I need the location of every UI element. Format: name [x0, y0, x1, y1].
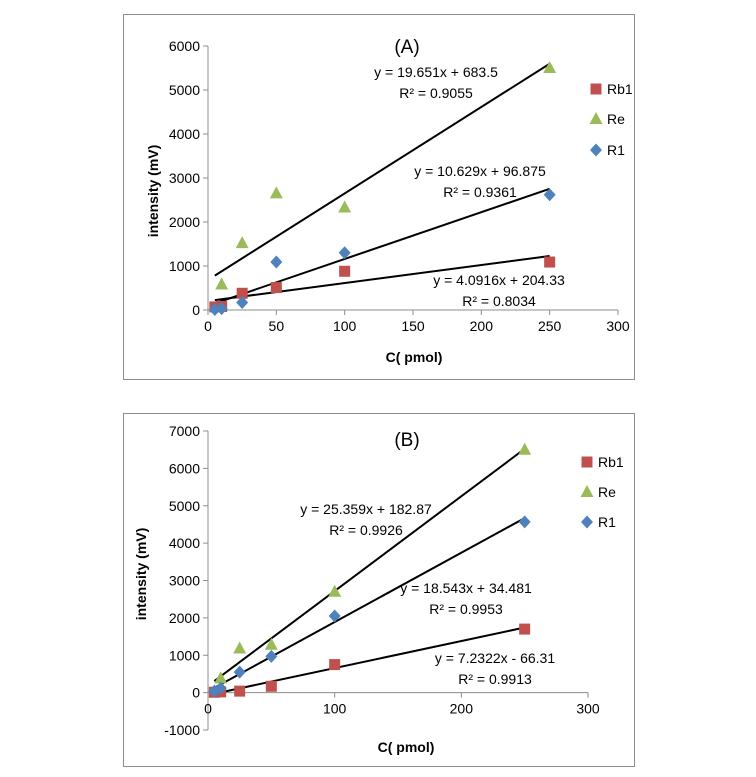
chart-b-point-re — [518, 442, 532, 455]
chart-a-x-tick-label: 0 — [204, 318, 212, 334]
chart-a-point-r1 — [208, 303, 221, 317]
chart-a-fit-line-rb1 — [214, 255, 550, 302]
chart-a-x-axis-title: C( pmol) — [386, 349, 443, 365]
chart-b-rb1-equation: y = 7.2322x - 66.31 — [435, 650, 555, 666]
chart-a-legend-marker-r1 — [590, 143, 602, 157]
chart-a-fit-line-r1 — [214, 187, 550, 305]
chart-a-point-re — [215, 277, 229, 290]
chart-b-point-re — [264, 637, 278, 650]
chart-b-legend-marker-rb1 — [581, 456, 593, 468]
chart-b-y-tick-label: 3000 — [169, 573, 200, 589]
chart-a-point-rb1 — [236, 287, 248, 299]
chart-b-point-rb1 — [265, 680, 277, 692]
chart-b-point-re — [233, 641, 247, 654]
chart-b-y-tick-label: 7000 — [169, 423, 200, 439]
chart-a-point-r1 — [215, 302, 228, 316]
chart-a-legend-marker-re — [589, 112, 603, 124]
chart-a-rb1-equation: y = 4.0916x + 204.33 — [433, 272, 565, 288]
chart-b-x-tick-label: 300 — [576, 701, 600, 717]
chart-a-y-tick-label: 5000 — [169, 82, 200, 98]
chart-a-title: (A) — [394, 37, 419, 58]
chart-a-x-tick-label: 150 — [401, 318, 425, 334]
chart-b-legend-marker-re — [580, 485, 594, 497]
chart-b-legend-rb1: Rb1 — [598, 454, 624, 470]
chart-b-x-tick-label: 200 — [450, 701, 474, 717]
chart-a-point-rb1 — [544, 256, 556, 268]
chart-b-point-rb1 — [519, 623, 531, 635]
chart-a-legend-marker-rb1 — [590, 83, 602, 95]
chart-a-point-r1 — [543, 188, 556, 202]
chart-a-r1-equation: y = 10.629x + 96.875 — [414, 163, 546, 179]
chart-b-point-r1 — [265, 649, 278, 663]
chart-b-legend-r1: R1 — [598, 514, 616, 530]
chart-a-point-r1 — [236, 296, 249, 310]
chart-a-x-tick-label: 250 — [538, 318, 562, 334]
chart-b-re-equation: y = 25.359x + 182.87 — [300, 501, 432, 517]
chart-b-legend-re: Re — [598, 484, 616, 500]
chart-b-rb1-r2: R² = 0.9913 — [458, 671, 532, 687]
chart-a-legend-re: Re — [607, 111, 625, 127]
chart-b-x-tick-label: 0 — [204, 701, 212, 717]
chart-b-fit-line-r1 — [213, 517, 526, 689]
chart-a-y-tick-label: 3000 — [169, 170, 200, 186]
chart-panel-a: 0 1000 2000 3000 4000 5000 6000 0 50 100 150 200 250… — [123, 14, 635, 380]
chart-a-y-tick-label: 2000 — [169, 214, 200, 230]
chart-b-y-tick-label: 6000 — [169, 460, 200, 476]
chart-b-point-r1 — [328, 609, 341, 623]
chart-b-title: (B) — [394, 430, 419, 451]
chart-a-y-tick-label: 0 — [192, 302, 200, 318]
chart-a-y-tick-label: 1000 — [169, 258, 200, 274]
chart-a-point-rb1 — [270, 282, 282, 294]
chart-b-point-re — [214, 671, 228, 684]
chart-b-point-r1 — [518, 515, 531, 529]
chart-b-y-tick-label: 4000 — [169, 535, 200, 551]
chart-b-point-r1 — [208, 684, 221, 698]
chart-b-point-rb1 — [329, 659, 341, 671]
chart-a-point-re — [543, 61, 557, 73]
chart-b-r1-equation: y = 18.543x + 34.481 — [400, 580, 532, 596]
chart-b-legend-marker-r1 — [581, 515, 593, 529]
chart-b-point-r1 — [214, 681, 227, 695]
chart-a-fit-line-re — [214, 62, 551, 277]
chart-b-y-axis-title: intensity (mV) — [133, 528, 149, 621]
chart-b-r1-r2: R² = 0.9953 — [429, 601, 503, 617]
chart-b-x-tick-label: 100 — [323, 701, 347, 717]
chart-b-x-axis-title: C( pmol) — [378, 739, 435, 755]
chart-b-y-tick-label: -1000 — [164, 722, 200, 738]
chart-a-r1-r2: R² = 0.9361 — [443, 184, 517, 200]
chart-a-point-r1 — [338, 246, 351, 260]
chart-b-y-tick-label: 1000 — [169, 647, 200, 663]
chart-a-re-equation: y = 19.651x + 683.5 — [374, 64, 498, 80]
chart-a-x-tick-label: 200 — [470, 318, 494, 334]
chart-a-point-re — [338, 200, 352, 213]
chart-b-point-re — [328, 584, 342, 597]
chart-a-point-re — [235, 236, 249, 249]
chart-b-y-tick-label: 2000 — [169, 610, 200, 626]
chart-a-x-tick-label: 100 — [333, 318, 357, 334]
chart-b-re-r2: R² = 0.9926 — [329, 522, 403, 538]
chart-b-y-tick-label: 5000 — [169, 498, 200, 514]
chart-a-rb1-r2: R² = 0.8034 — [462, 293, 536, 309]
chart-b-point-rb1 — [234, 685, 246, 697]
chart-a-y-tick-label: 4000 — [169, 126, 200, 142]
chart-a-y-tick-label: 6000 — [169, 38, 200, 54]
chart-b-legend: Rb1 Re R1 — [580, 454, 624, 530]
chart-a-legend: Rb1 Re R1 — [589, 81, 633, 158]
chart-a-point-re — [269, 186, 283, 199]
chart-a-point-rb1 — [339, 265, 351, 277]
chart-a-svg: 0 1000 2000 3000 4000 5000 6000 0 50 100 150 200 250… — [145, 37, 633, 365]
chart-a-point-r1 — [270, 255, 283, 269]
chart-a-x-tick-label: 50 — [269, 318, 285, 334]
chart-b-fit-line-re — [213, 448, 526, 682]
chart-panel-b: -1000 0 1000 2000 3000 4000 5000 6000 7000 0 100 20… — [123, 413, 635, 767]
chart-a-y-axis-title: intensity (mV) — [145, 145, 161, 238]
chart-b-y-tick-label: 0 — [192, 685, 200, 701]
chart-a-x-tick-label: 300 — [606, 318, 630, 334]
chart-a-legend-r1: R1 — [607, 142, 625, 158]
chart-b-point-r1 — [233, 665, 246, 679]
chart-a-legend-rb1: Rb1 — [607, 81, 633, 97]
chart-a-re-r2: R² = 0.9055 — [399, 85, 473, 101]
